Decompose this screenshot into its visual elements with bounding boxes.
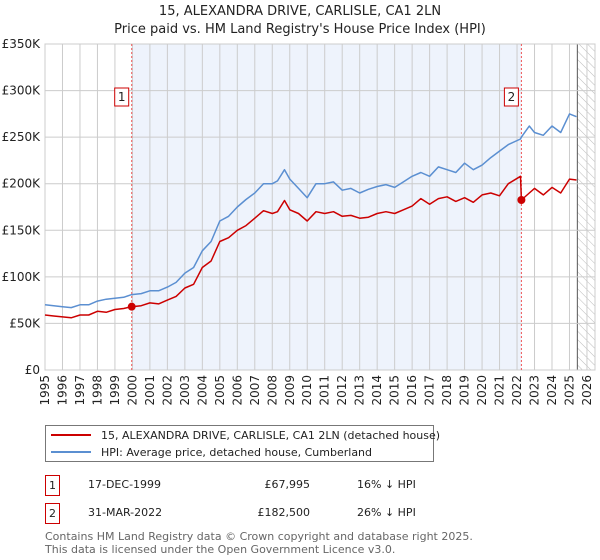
x-tick-label: 2024 [545, 375, 559, 406]
x-tick-label: 2026 [580, 375, 594, 406]
x-tick-label: 2003 [178, 375, 192, 406]
x-tick-label: 2014 [370, 375, 384, 406]
transaction-row: 1 17-DEC-1999 £67,995 16% ↓ HPI [45, 475, 445, 497]
y-tick-label: £200K [2, 177, 42, 191]
y-tick-label: £250K [2, 130, 42, 144]
price-chart: 15, ALEXANDRA DRIVE, CARLISLE, CA1 2LN P… [2, 4, 596, 406]
x-tick-label: 2006 [230, 375, 244, 406]
legend-label-hpi: HPI: Average price, detached house, Cumb… [101, 445, 373, 459]
ownership-period-shade [131, 44, 522, 370]
legend-item-hpi: HPI: Average price, detached house, Cumb… [46, 444, 372, 460]
transaction-date: 31-MAR-2022 [88, 506, 163, 519]
legend: 15, ALEXANDRA DRIVE, CARLISLE, CA1 2LN (… [45, 425, 440, 462]
legend-swatch-property [51, 434, 91, 436]
x-tick-label: 2004 [195, 375, 209, 406]
x-tick-label: 2010 [300, 375, 314, 406]
transaction-hpi-diff: 16% ↓ HPI [357, 478, 416, 491]
x-tick-label: 2007 [248, 375, 262, 406]
x-tick-label: 1995 [38, 375, 52, 406]
y-tick-label: £350K [2, 37, 42, 51]
transaction-badge: 1 [45, 475, 60, 496]
footer-license: This data is licensed under the Open Gov… [45, 543, 396, 556]
y-tick-label: £150K [2, 223, 42, 237]
plot-border [44, 43, 596, 371]
x-tick-label: 2009 [283, 375, 297, 406]
transaction-row: 2 31-MAR-2022 £182,500 26% ↓ HPI [45, 503, 445, 525]
transaction-badge: 2 [45, 503, 60, 524]
footer: Contains HM Land Registry data © Crown c… [45, 530, 473, 556]
legend-label-property: 15, ALEXANDRA DRIVE, CARLISLE, CA1 2LN (… [101, 428, 441, 442]
chart-title: 15, ALEXANDRA DRIVE, CARLISLE, CA1 2LN [159, 4, 441, 19]
sale-label-box [114, 87, 130, 107]
property-price-line [44, 175, 577, 319]
x-tick-label: 2019 [458, 375, 472, 406]
x-tick-label: 2015 [388, 375, 402, 406]
x-tick-label: 2020 [475, 375, 489, 406]
y-tick-label: £0 [25, 363, 40, 377]
sale-point [127, 302, 136, 311]
x-tick-label: 1996 [55, 375, 69, 406]
y-tick-label: £300K [2, 84, 42, 98]
x-tick-label: 2016 [405, 375, 419, 406]
transaction-price: £182,500 [257, 506, 311, 519]
x-tick-label: 2013 [353, 375, 367, 406]
x-tick-label: 2017 [423, 375, 437, 406]
x-tick-label: 2021 [493, 375, 507, 406]
hpi-line [44, 113, 577, 309]
sale-label: 1 [118, 90, 126, 104]
x-tick-label: 2001 [143, 375, 157, 406]
x-tick-label: 2012 [335, 375, 349, 406]
chart-subtitle: Price paid vs. HM Land Registry's House … [114, 22, 486, 37]
sale-label: 2 [508, 90, 516, 104]
transaction-price: £67,995 [264, 478, 311, 491]
x-tick-label: 2018 [440, 375, 454, 406]
transaction-hpi-diff: 26% ↓ HPI [357, 506, 416, 519]
data-end-hatch [577, 44, 595, 370]
x-tick-label: 2022 [510, 375, 524, 406]
y-tick-label: £100K [2, 270, 42, 284]
sale-label-box [503, 87, 519, 107]
x-tick-label: 2005 [213, 375, 227, 406]
x-tick-label: 2000 [125, 375, 139, 406]
footer-copyright: Contains HM Land Registry data © Crown c… [45, 530, 473, 543]
x-tick-label: 1997 [73, 375, 87, 406]
legend-item-property: 15, ALEXANDRA DRIVE, CARLISLE, CA1 2LN (… [46, 427, 440, 443]
x-tick-label: 2025 [562, 375, 576, 406]
sale-point [517, 196, 526, 205]
y-tick-label: £50K [9, 316, 41, 330]
transaction-date: 17-DEC-1999 [88, 478, 162, 491]
x-tick-label: 1999 [108, 375, 122, 406]
x-tick-label: 2008 [265, 375, 279, 406]
x-tick-label: 2011 [318, 375, 332, 406]
plot-area: £0 £50K £100K £150K £200K £250K £300K £350K 1995… [2, 37, 596, 406]
x-tick-label: 2002 [160, 375, 174, 406]
x-tick-label: 1998 [90, 375, 104, 406]
legend-swatch-hpi [51, 451, 91, 453]
x-tick-label: 2023 [528, 375, 542, 406]
